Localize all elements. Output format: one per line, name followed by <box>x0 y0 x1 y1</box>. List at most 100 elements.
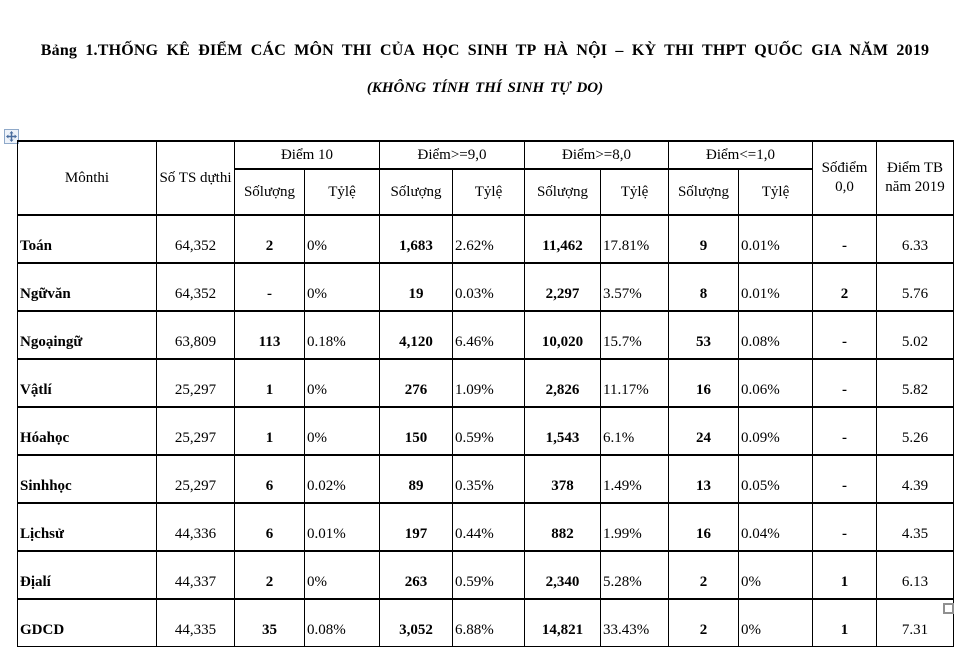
table-cell: 11.17% <box>600 358 670 408</box>
table-cell: 1.09% <box>452 358 526 408</box>
table-row: Hóahọc 25,297 1 0% 150 0.59% 1,543 6.1% 24 0.09% -… <box>17 406 955 456</box>
table-cell: - <box>812 406 878 456</box>
table-cell: 2.62% <box>452 214 526 264</box>
table-cell: 25,297 <box>156 358 235 408</box>
four-way-arrow-icon <box>6 131 17 142</box>
table-cell: Lịchsử <box>17 502 157 552</box>
table-cell: - <box>812 310 878 360</box>
table-cell: 0% <box>738 598 814 647</box>
col-header-candidates: Số TS dựthi <box>156 140 235 216</box>
table-row: GDCD 44,335 35 0.08% 3,052 6.88% 14,821 33.43% 2… <box>17 598 955 647</box>
table-row: Sinhhọc 25,297 6 0.02% 89 0.35% 378 1.49% 13 0.05… <box>17 454 955 504</box>
header-row-subcolumns: Sốlượng Tỷlệ Sốlượng Tỷlệ Sốlượng Tỷlệ S… <box>18 168 954 216</box>
table-cell: 25,297 <box>156 454 235 504</box>
table-cell: 64,352 <box>156 214 235 264</box>
table-cell: 4,120 <box>379 310 454 360</box>
col-header-subject: Mônthi <box>17 140 157 216</box>
table-cell: - <box>812 454 878 504</box>
table-cell: 0.44% <box>452 502 526 552</box>
table-cell: 44,335 <box>156 598 235 647</box>
table-cell: 263 <box>379 550 454 600</box>
table-cell: 1,543 <box>524 406 602 456</box>
table-cell: 1 <box>812 598 878 647</box>
table-cell: 44,337 <box>156 550 235 600</box>
table-cell: 0.06% <box>738 358 814 408</box>
table-cell: 2 <box>668 550 740 600</box>
table-cell: 8 <box>668 262 740 312</box>
table-cell: 0% <box>303 406 381 456</box>
col-group-diem-10: Điểm 10 <box>233 140 381 170</box>
table-cell: 1 <box>812 550 878 600</box>
table-cell: 5.26 <box>876 406 955 456</box>
col-group-diem-le-1: Điểm<=1,0 <box>668 140 814 170</box>
table-cell: 4.39 <box>876 454 955 504</box>
table-cell: 0.01% <box>738 262 814 312</box>
table-cell: 33.43% <box>600 598 670 647</box>
table-cell: - <box>812 502 878 552</box>
table-cell: - <box>812 214 878 264</box>
table-cell: 63,809 <box>156 310 235 360</box>
table-cell: 3,052 <box>379 598 454 647</box>
table-cell: 17.81% <box>600 214 670 264</box>
table-cell: 6 <box>234 502 305 552</box>
table-cell: Vậtlí <box>17 358 157 408</box>
table-cell: Sinhhọc <box>17 454 157 504</box>
table-cell: 0.59% <box>452 406 526 456</box>
col-header-count-8: Sốlượng <box>524 168 602 216</box>
table-cell: 5.76 <box>876 262 955 312</box>
table-cell: 7.31 <box>876 598 955 647</box>
table-cell: 1 <box>234 358 305 408</box>
table-row: Ngữvăn 64,352-0% 19 0.03% 2,297 3.57% 8 0.01% 2 5… <box>17 262 955 312</box>
table-cell: 16 <box>668 358 740 408</box>
table-row: Địalí 44,337 2 0% 263 0.59% 2,340 5.28% 2 0% 1 6.13 <box>17 550 955 600</box>
table-cell: 4.35 <box>876 502 955 552</box>
col-group-diem-ge-9: Điểm>=9,0 <box>379 140 526 170</box>
table-cell: 0.01% <box>303 502 381 552</box>
table-cell: 113 <box>234 310 305 360</box>
table-cell: - <box>234 262 305 312</box>
table-cell: 0.08% <box>303 598 381 647</box>
page-subtitle: (KHÔNG TÍNH THÍ SINH TỰ DO) <box>366 80 604 96</box>
table-cell: 6.33 <box>876 214 955 264</box>
table-row: Lịchsử 44,336 6 0.01% 197 0.44% 882 1.99% 16 0.04… <box>17 502 955 552</box>
table-cell: 0.09% <box>738 406 814 456</box>
table-cell: Ngữvăn <box>17 262 157 312</box>
table-cell: 2 <box>812 262 878 312</box>
table-cell: 2 <box>234 550 305 600</box>
score-statistics-table: Mônthi Số TS dựthi Điểm 10 Điểm>=9,0 Điể… <box>17 140 955 647</box>
table-cell: Địalí <box>17 550 157 600</box>
table-resize-handle-icon[interactable] <box>943 603 954 614</box>
table-body: Toán 64,352 2 0% 1,683 2.62% 11,462 17.81% 9 0.01… <box>17 214 955 647</box>
table-cell: 0.03% <box>452 262 526 312</box>
table-cell: 0% <box>303 214 381 264</box>
table-cell: 44,336 <box>156 502 235 552</box>
col-header-zero-score: Sốđiểm 0,0 <box>812 140 878 216</box>
table-cell: 5.02 <box>876 310 955 360</box>
table-cell: 24 <box>668 406 740 456</box>
table-cell: 11,462 <box>524 214 602 264</box>
table-cell: 0.01% <box>738 214 814 264</box>
table-cell: 2,297 <box>524 262 602 312</box>
table-cell: 15.7% <box>600 310 670 360</box>
table-cell: 0% <box>738 550 814 600</box>
table-cell: 0.18% <box>303 310 381 360</box>
header-row-groups: Mônthi Số TS dựthi Điểm 10 Điểm>=9,0 Điể… <box>17 140 955 216</box>
table-cell: Ngoạingữ <box>17 310 157 360</box>
col-header-average: Điểm TB năm 2019 <box>876 140 955 216</box>
col-header-rate-10: Tỷlệ <box>303 168 381 216</box>
table-cell: 6.1% <box>600 406 670 456</box>
table-cell: 5.82 <box>876 358 955 408</box>
table-cell: 6.46% <box>452 310 526 360</box>
table-row: Vậtlí 25,297 1 0% 276 1.09% 2,826 11.17% 16 0.06%… <box>17 358 955 408</box>
table-move-handle-icon[interactable] <box>4 129 19 144</box>
col-header-rate-9: Tỷlệ <box>452 168 526 216</box>
table-cell: Hóahọc <box>17 406 157 456</box>
col-header-count-1: Sốlượng <box>668 168 740 216</box>
table-cell: 197 <box>379 502 454 552</box>
table-cell: 0% <box>303 358 381 408</box>
table-cell: 64,352 <box>156 262 235 312</box>
table-cell: 35 <box>234 598 305 647</box>
table-cell: 1 <box>234 406 305 456</box>
col-header-count-10: Sốlượng <box>234 168 305 216</box>
